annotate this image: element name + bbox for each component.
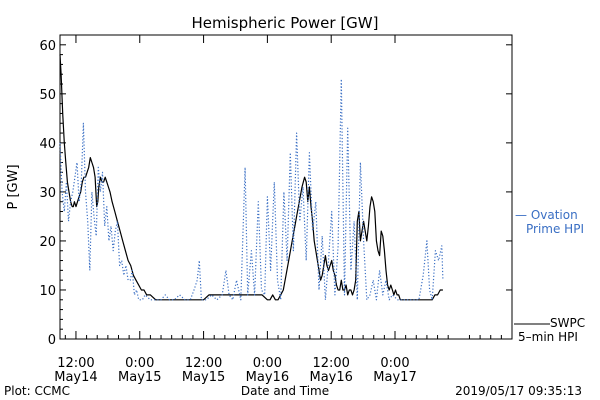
y-tick-label-20: 20 — [39, 235, 56, 250]
x-tick-label-date-2: May15 — [182, 370, 225, 385]
x-tick-label-time-2: 12:00 — [185, 356, 222, 371]
series-layer — [59, 54, 444, 301]
x-tick-label-date-4: May16 — [309, 370, 352, 385]
chart-title: Hemispheric Power [GW] — [192, 14, 379, 32]
plot-frame — [59, 34, 513, 340]
x-tick-label-time-3: 0:00 — [253, 356, 282, 371]
x-tick-label-time-4: 12:00 — [312, 356, 349, 371]
x-tick-label-time-5: 0:00 — [380, 356, 409, 371]
y-tick-label-60: 60 — [39, 39, 56, 54]
footer-left: Plot: CCMC — [4, 384, 70, 398]
y-axis-label: P [GW] — [6, 164, 21, 209]
y-axis: 0 10 20 30 40 50 60 — [39, 39, 512, 348]
y-tick-label-10: 10 — [39, 284, 56, 299]
x-tick-label-time-0: 12:00 — [57, 356, 94, 371]
x-tick-label-date-0: May14 — [54, 370, 97, 385]
x-tick-label-date-5: May17 — [373, 370, 416, 385]
y-tick-label-50: 50 — [39, 88, 56, 103]
x-tick-label-date-1: May15 — [118, 370, 161, 385]
legend-swpc-line2: 5–min HPI — [518, 330, 578, 344]
x-tick-label-date-3: May16 — [246, 370, 289, 385]
y-tick-label-40: 40 — [39, 137, 56, 152]
y-tick-label-30: 30 — [39, 186, 56, 201]
legend-ovation-line1: — Ovation — [515, 208, 578, 222]
x-axis-label: Date and Time — [241, 384, 329, 398]
footer-right: 2019/05/17 09:35:13 — [455, 384, 582, 398]
legend-swpc-line1: SWPC — [550, 316, 585, 330]
x-axis: 12:00May140:00May1512:00May150:00May1612… — [54, 35, 513, 385]
legend-swpc: SWPC 5–min HPI — [514, 316, 585, 344]
legend-ovation: — Ovation Prime HPI — [515, 208, 584, 236]
x-tick-label-time-1: 0:00 — [125, 356, 154, 371]
y-tick-label-0: 0 — [48, 333, 56, 348]
legend-ovation-line2: Prime HPI — [526, 222, 584, 236]
swpc-hpi-series — [59, 54, 443, 301]
